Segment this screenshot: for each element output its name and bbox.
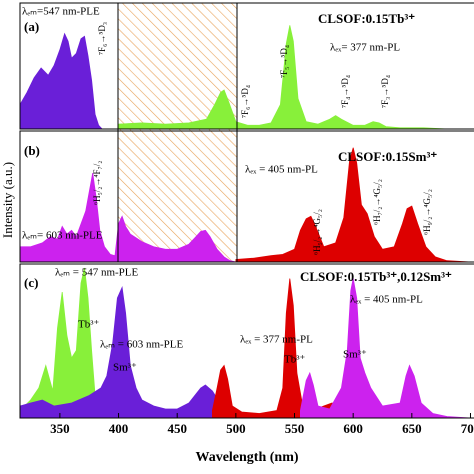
annotation: ⁷F₆→⁵D₃ bbox=[97, 22, 107, 55]
panel-frame bbox=[19, 263, 474, 419]
x-tick-label: 700 bbox=[461, 421, 474, 436]
series-label: λₑₘ = 603 nm-PLE bbox=[100, 339, 184, 351]
annotation: ⁶H₅/₂→⁴F₇/₂ bbox=[92, 161, 102, 205]
annotation: ⁶H₉/₂→⁴G₅/₂ bbox=[422, 189, 432, 235]
series-label: λₑₓ = 405 nm-PL bbox=[245, 164, 318, 176]
x-tick-label: 350 bbox=[50, 421, 70, 436]
annotation: ⁶H₅/₂→⁴G₅/₂ bbox=[312, 209, 322, 255]
y-axis-label: Intensity (a.u.) bbox=[0, 162, 15, 238]
spectrum-area bbox=[19, 173, 236, 263]
series-label: λₑₘ= 603 nm-PLE bbox=[22, 230, 103, 242]
annotation: Tb³⁺ bbox=[78, 319, 100, 331]
hatched-region bbox=[117, 2, 238, 263]
annotation: ⁷F₃→⁵D₄ bbox=[380, 75, 390, 108]
panel-frame bbox=[19, 130, 474, 263]
series-label: λₑₘ = 547 nm-PLE bbox=[55, 267, 139, 279]
panel-label: (b) bbox=[24, 143, 40, 158]
annotation: ⁷F₆→⁵D₄ bbox=[240, 85, 250, 118]
series-label: λₑₓ = 377 nm-PL bbox=[240, 334, 313, 346]
spectrum-area bbox=[300, 278, 471, 419]
x-tick-label: 500 bbox=[226, 421, 246, 436]
spectrum-area bbox=[235, 147, 471, 263]
x-axis-label: Wavelength (nm) bbox=[195, 450, 298, 465]
annotation: ⁷F₄→⁵D₄ bbox=[340, 75, 350, 108]
panel-frame bbox=[19, 2, 474, 130]
x-tick-label: 650 bbox=[402, 421, 422, 436]
panel-label: (c) bbox=[24, 275, 38, 290]
x-tick-label: 550 bbox=[285, 421, 305, 436]
panel-title: CLSOF:0.15Tb³⁺,0.12Sm³⁺ bbox=[300, 269, 452, 284]
x-tick-label: 400 bbox=[109, 421, 129, 436]
series-label: λₑₘ=547 nm-PLE bbox=[22, 6, 100, 18]
spectrum-area bbox=[19, 32, 104, 130]
x-tick-label: 450 bbox=[167, 421, 187, 436]
annotation: Sm³⁺ bbox=[343, 349, 367, 361]
annotation: Tb³⁺ bbox=[284, 354, 306, 366]
series-label: λₑₓ = 405 nm-PL bbox=[350, 294, 423, 306]
spectrum-area bbox=[19, 286, 237, 419]
x-tick-label: 600 bbox=[343, 421, 363, 436]
spectrum-area bbox=[118, 25, 471, 130]
annotation: ⁶H₇/₂→⁴G₅/₂ bbox=[372, 179, 382, 225]
series-label: λₑₓ= 377 nm-PL bbox=[330, 42, 400, 54]
panel-title: CLSOF:0.15Sm³⁺ bbox=[338, 149, 437, 164]
annotation: Sm³⁺ bbox=[113, 362, 137, 374]
panel-label: (a) bbox=[24, 19, 39, 34]
panel-title: CLSOF:0.15Tb³⁺ bbox=[318, 11, 415, 26]
annotation: ⁷F₅→⁵D₄ bbox=[279, 45, 289, 78]
